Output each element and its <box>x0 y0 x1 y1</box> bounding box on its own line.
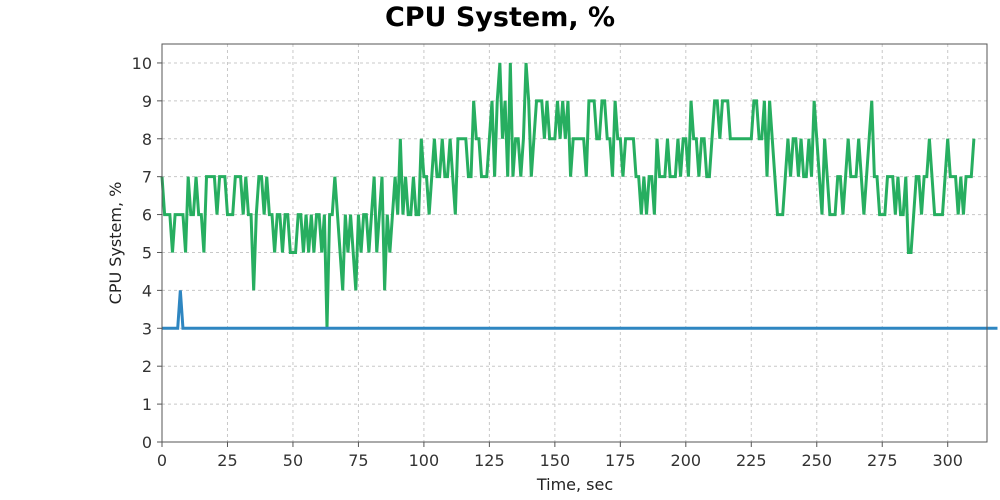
grid <box>161 44 987 443</box>
x-tick-label: 175 <box>605 451 636 470</box>
x-tick-label: 250 <box>801 451 832 470</box>
x-tick-label: 100 <box>409 451 440 470</box>
y-tick-label: 8 <box>142 130 152 149</box>
y-tick-label: 1 <box>142 395 152 414</box>
x-axis: 0 25 50 75 100 125 150 175 200 225 250 275 300 <box>157 442 963 470</box>
y-tick-label: 7 <box>142 168 152 187</box>
x-tick-label: 50 <box>283 451 303 470</box>
series-line-2 <box>162 290 998 330</box>
x-tick-label: 150 <box>540 451 571 470</box>
y-tick-label: 5 <box>142 243 152 262</box>
x-tick-label: 275 <box>867 451 898 470</box>
y-tick-label: 10 <box>132 54 152 73</box>
y-tick-label: 3 <box>142 319 152 338</box>
y-axis-label: CPU System, % <box>106 182 125 305</box>
x-tick-label: 125 <box>474 451 505 470</box>
x-tick-label: 200 <box>671 451 702 470</box>
y-axis: 0 1 2 3 4 5 6 7 8 9 10 <box>132 54 162 452</box>
x-tick-label: 0 <box>157 451 167 470</box>
y-tick-label: 4 <box>142 281 152 300</box>
x-tick-label: 225 <box>736 451 767 470</box>
plot-frame <box>161 43 988 443</box>
series-layer <box>160 62 998 330</box>
y-tick-label: 0 <box>142 433 152 452</box>
y-tick-label: 9 <box>142 92 152 111</box>
series-line-1 <box>160 62 976 329</box>
x-tick-label: 300 <box>932 451 963 470</box>
y-tick-label: 6 <box>142 206 152 225</box>
y-tick-label: 2 <box>142 357 152 376</box>
x-tick-label: 75 <box>348 451 368 470</box>
x-axis-label: Time, sec <box>536 475 613 494</box>
x-tick-label: 25 <box>217 451 237 470</box>
chart-title: CPU System, % <box>384 2 616 33</box>
